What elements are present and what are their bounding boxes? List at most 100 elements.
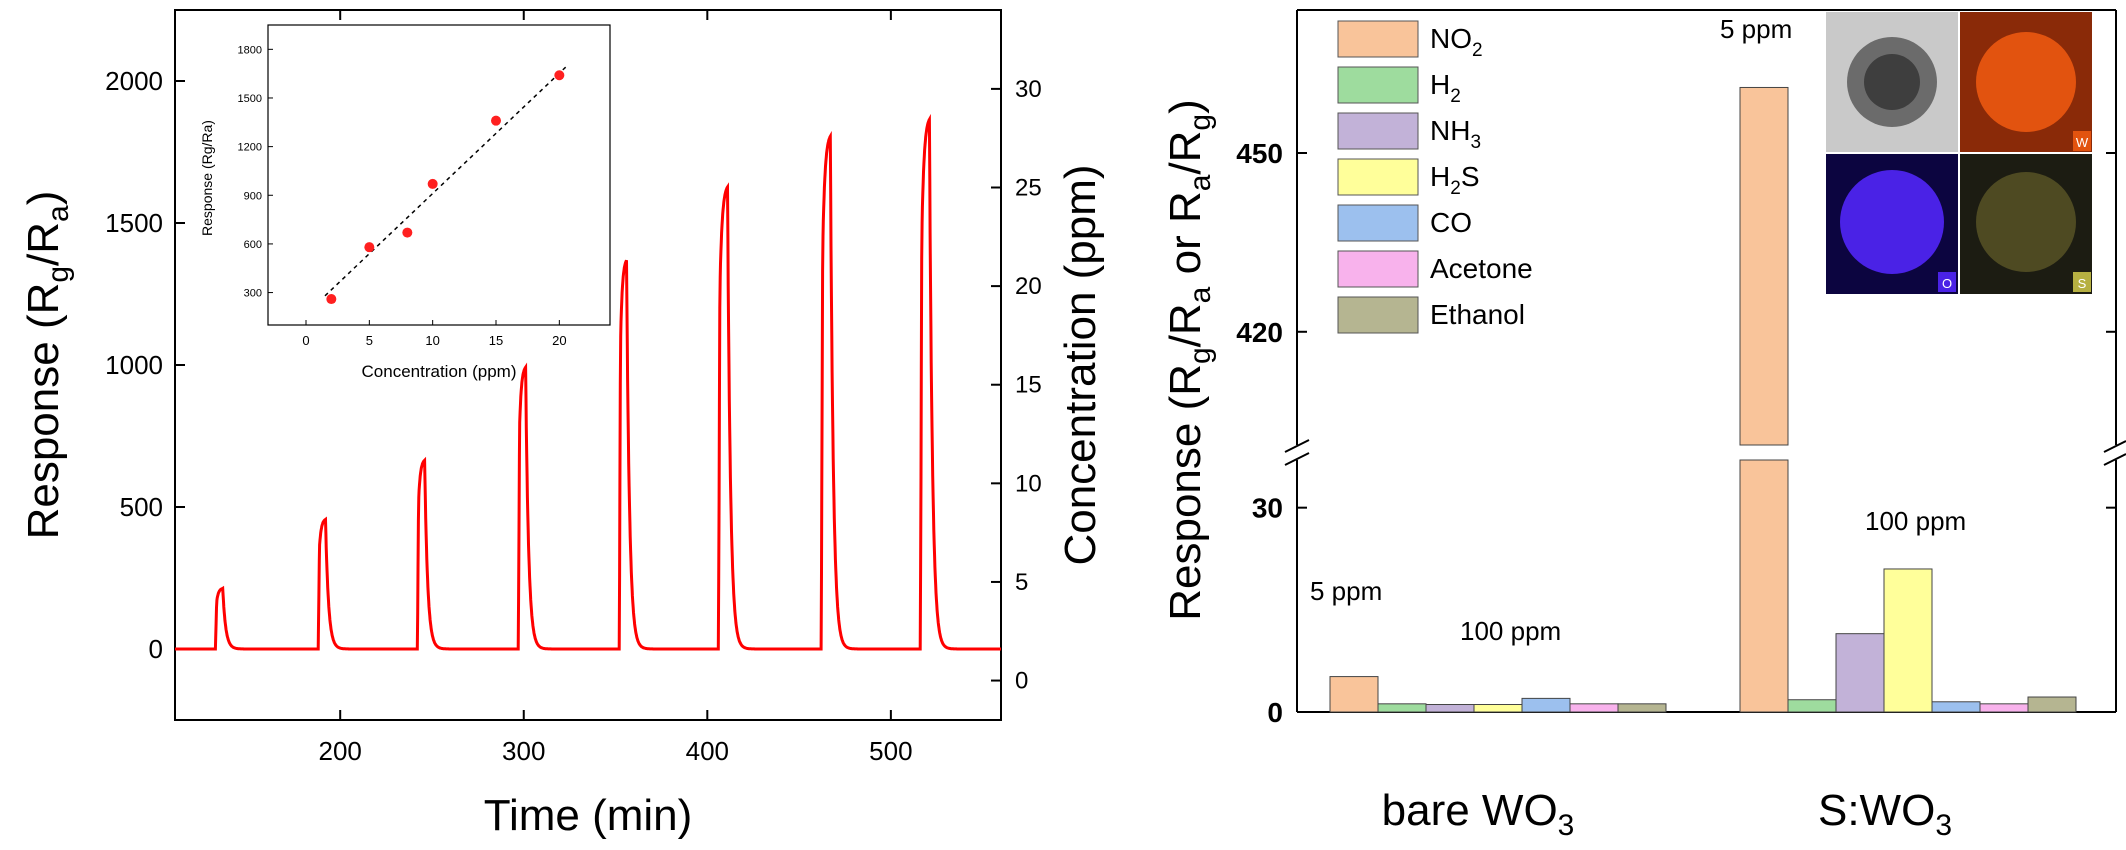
left-chart: 200 300 400 5000500100015002000051015202530… [19, 9, 1105, 840]
bar [1883, 568, 1933, 713]
inset-points [326, 70, 565, 305]
left-xtick-label: 200 [319, 736, 362, 766]
eds-s-label-box [2073, 272, 2091, 292]
left-y2tick-label: 25 [1015, 175, 1042, 202]
right-ytick-label: 450 [1236, 138, 1283, 169]
legend-swatch [1337, 250, 1419, 288]
left-ytick-label: 0 [149, 634, 163, 664]
legend-label: CO [1430, 207, 1472, 238]
bar [1377, 703, 1427, 713]
bar [1835, 633, 1885, 713]
left-ytick-label: 2000 [105, 66, 163, 96]
eds-o-particle [1840, 170, 1944, 274]
bar [2027, 696, 2077, 713]
eds-o-label: O [1942, 276, 1952, 291]
axis-break-mark-left-2 [1284, 452, 1310, 466]
bar [1931, 701, 1981, 713]
inset-point [554, 70, 565, 81]
right-chart: 0 30 420 450 Response (Rg/Ra or Ra/Rg) 5 pp… [1161, 9, 2126, 842]
legend-label: NH3 [1430, 115, 1481, 153]
group-label-s: S:WO3 [1818, 786, 1952, 842]
group-label-bare: bare WO3 [1382, 786, 1575, 842]
left-ylabel: Response (Rg/Ra) [19, 191, 75, 540]
inset-ytick-label: 1500 [238, 93, 262, 105]
inset-xtick-label: 5 [366, 333, 373, 348]
eds-o-label-box [1938, 272, 1956, 292]
left-xlabel: Time (min) [484, 791, 693, 840]
legend-swatch [1337, 296, 1419, 334]
left-ytick-label: 1000 [105, 350, 163, 380]
legend-swatch [1337, 20, 1419, 58]
left-xtick-label: 500 [869, 736, 912, 766]
inset-point [491, 115, 501, 126]
axis-break-mark-right-1 [2103, 440, 2126, 453]
bar [1787, 699, 1837, 713]
inset-chart: 0 5 10 15 20 300 600 900 1200 1500 1800 Concentrat… [199, 24, 611, 381]
left-y2tick-label: 5 [1015, 569, 1028, 596]
bar-lower-segment [1739, 459, 1789, 713]
axis-break-mark-right-2 [2103, 453, 2126, 466]
eds-s-label: S [2078, 276, 2087, 291]
right-bars [1329, 86, 2077, 713]
legend-label: H2 [1430, 69, 1461, 107]
bar [1329, 676, 1379, 713]
eds-w-label-box [2073, 131, 2091, 151]
legend-swatch [1337, 204, 1419, 242]
left-y2label: Concentration (ppm) [1056, 164, 1105, 565]
left-xtick-label: 400 [686, 736, 729, 766]
bar [1569, 703, 1619, 713]
left-y2tick-label: 10 [1015, 470, 1042, 497]
inset-ytick-label: 1200 [238, 142, 262, 154]
eds-w-label: W [2076, 135, 2089, 150]
tem-particle-core [1864, 54, 1920, 110]
inset-xtick-label: 0 [302, 333, 309, 348]
inset-ytick-label: 1800 [238, 44, 262, 56]
inset-ytick-label: 900 [244, 190, 262, 202]
eds-s-particle [1976, 172, 2076, 272]
inset-ylabel: Response (Rg/Ra) [199, 120, 215, 236]
inset-axis-ticks: 0 5 10 15 20 300 600 900 1200 1500 1800 [238, 44, 567, 348]
left-ytick-label: 500 [120, 492, 163, 522]
inset-xtick-label: 15 [489, 333, 503, 348]
right-ytick-label: 420 [1236, 317, 1283, 348]
bar [1979, 703, 2029, 713]
inset-frame [267, 24, 611, 326]
legend-swatch [1337, 158, 1419, 196]
legend-label: Acetone [1430, 253, 1533, 284]
response-curve [175, 113, 1001, 651]
inset-ytick-label: 300 [244, 288, 262, 300]
legend-swatch [1337, 66, 1419, 104]
inset-xtick-label: 20 [552, 333, 566, 348]
bar [1425, 704, 1475, 713]
annotation-bare-others: 100 ppm [1460, 616, 1561, 646]
inset-point [402, 227, 413, 238]
left-y2tick-label: 30 [1015, 76, 1042, 103]
right-ytick-label: 30 [1252, 493, 1283, 524]
annotation-s-no2: 5 ppm [1720, 14, 1792, 44]
legend-label: Ethanol [1430, 299, 1525, 330]
left-y2tick-label: 0 [1015, 668, 1028, 695]
left-y2tick-label: 15 [1015, 372, 1042, 399]
inset-xlabel: Concentration (ppm) [362, 362, 517, 381]
left-ytick-label: 1500 [105, 208, 163, 238]
inset-point [427, 178, 438, 189]
right-ytick-label: 0 [1267, 697, 1283, 728]
left-xtick-label: 300 [502, 736, 545, 766]
bar [1521, 697, 1571, 713]
eds-image-grid: W O S [1826, 12, 2092, 294]
bar [1473, 704, 1523, 713]
bar [1617, 703, 1667, 713]
eds-w-particle [1976, 32, 2076, 132]
legend-label: H2S [1430, 161, 1480, 199]
right-axis-ticks: 0 30 420 450 [1236, 138, 2116, 728]
inset-ytick-label: 600 [244, 239, 262, 251]
left-y2tick-label: 20 [1015, 273, 1042, 300]
bar-upper-segment [1739, 86, 1789, 446]
legend-label: NO2 [1430, 23, 1483, 61]
right-ylabel: Response (Rg/Ra or Ra/Rg) [1161, 99, 1217, 621]
axis-break-mark-left-1 [1284, 439, 1310, 453]
inset-point [364, 242, 375, 253]
legend-swatch [1337, 112, 1419, 150]
